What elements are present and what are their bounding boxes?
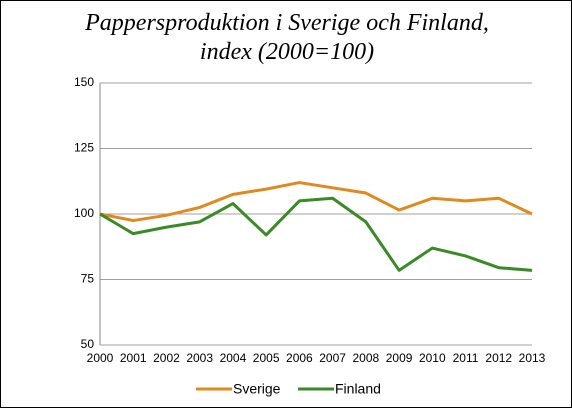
y-tick-label: 100 bbox=[74, 206, 94, 220]
x-tick-label: 2002 bbox=[153, 351, 180, 365]
y-tick-label: 150 bbox=[74, 75, 94, 89]
x-tick-label: 2003 bbox=[186, 351, 213, 365]
x-tick-label: 2009 bbox=[386, 351, 413, 365]
legend-label: Sverige bbox=[233, 381, 281, 397]
x-tick-label: 2000 bbox=[87, 351, 114, 365]
x-tick-label: 2001 bbox=[120, 351, 147, 365]
x-tick-label: 2011 bbox=[453, 351, 479, 365]
line-series bbox=[99, 181, 533, 223]
x-tick-label: 2006 bbox=[286, 351, 313, 365]
legend-label: Finland bbox=[335, 381, 381, 397]
x-tick-label: 2013 bbox=[519, 351, 546, 365]
x-tick-label: 2005 bbox=[253, 351, 280, 365]
x-tick-label: 2004 bbox=[220, 351, 247, 365]
y-tick-label: 50 bbox=[81, 337, 95, 351]
y-tick-label: 75 bbox=[81, 272, 95, 286]
x-tick-label: 2010 bbox=[419, 351, 446, 365]
x-tick-label: 2012 bbox=[485, 351, 512, 365]
chart-title: Pappersproduktion i Sverige och Finland,… bbox=[85, 10, 489, 65]
x-tick-label: 2008 bbox=[352, 351, 379, 365]
x-tick-label: 2007 bbox=[319, 351, 346, 365]
line-series bbox=[99, 196, 533, 272]
y-tick-label: 125 bbox=[74, 141, 94, 155]
